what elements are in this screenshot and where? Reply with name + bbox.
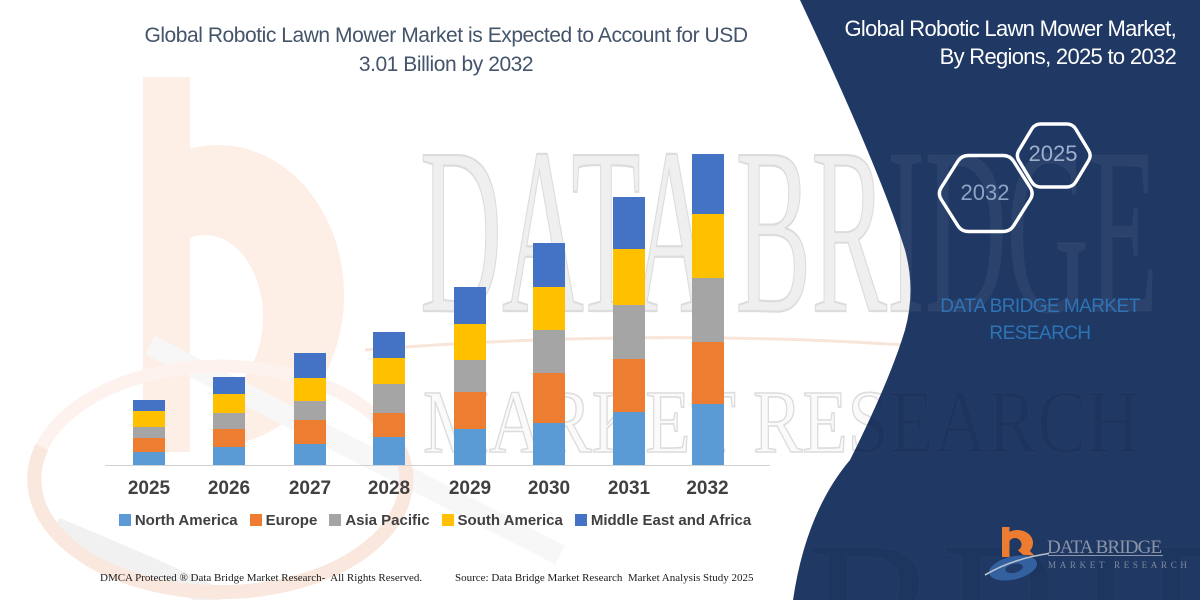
svg-text:MARKET RESEARCH: MARKET RESEARCH	[1048, 560, 1191, 570]
svg-text:DATA BRIDGE: DATA BRIDGE	[1047, 537, 1161, 558]
